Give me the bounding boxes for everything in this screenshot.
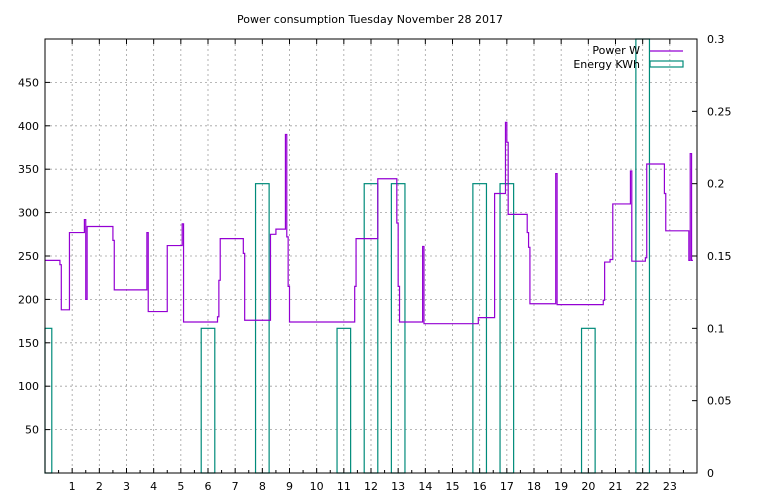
y1-tick-label: 100: [18, 380, 39, 393]
x-tick-label: 6: [205, 480, 212, 493]
y2-tick-label: 0.1: [707, 322, 725, 335]
x-tick-label: 20: [581, 480, 595, 493]
x-tick-label: 10: [310, 480, 324, 493]
x-tick-label: 12: [364, 480, 378, 493]
x-tick-label: 11: [337, 480, 351, 493]
x-tick-label: 7: [232, 480, 239, 493]
x-tick-label: 22: [636, 480, 650, 493]
y2-tick-label: 0.15: [707, 250, 732, 263]
grid: [45, 39, 697, 473]
energy-bar: [44, 327, 53, 474]
legend-label-power: Power W: [592, 44, 640, 57]
x-tick-label: 15: [446, 480, 460, 493]
y1-tick-label: 250: [18, 250, 39, 263]
x-tick-label: 13: [391, 480, 405, 493]
x-tick-label: 9: [286, 480, 293, 493]
x-tick-label: 3: [123, 480, 130, 493]
x-tick-label: 18: [527, 480, 541, 493]
x-tick-label: 2: [96, 480, 103, 493]
power-series: [45, 121, 693, 325]
x-tick-label: 1: [69, 480, 76, 493]
y1-tick-label: 350: [18, 163, 39, 176]
y2-tick-label: 0.2: [707, 178, 725, 191]
x-tick-label: 5: [177, 480, 184, 493]
y2-tick-label: 0.25: [707, 105, 732, 118]
x-tick-label: 8: [259, 480, 266, 493]
y1-tick-label: 450: [18, 76, 39, 89]
legend-swatch-energy: [649, 60, 684, 68]
y1-tick-label: 50: [25, 424, 39, 437]
x-tick-label: 19: [554, 480, 568, 493]
y2-tick-label: 0.05: [707, 395, 732, 408]
y2-tick-label: 0: [707, 467, 714, 480]
x-tick-label: 21: [609, 480, 623, 493]
legend: Power W Energy KWh: [573, 44, 684, 71]
x-tick-label: 23: [663, 480, 677, 493]
chart-title: Power consumption Tuesday November 28 20…: [237, 13, 503, 26]
x-tick-label: 4: [150, 480, 157, 493]
x-tick-label: 17: [500, 480, 514, 493]
y1-tick-label: 150: [18, 337, 39, 350]
legend-label-energy: Energy KWh: [573, 58, 640, 71]
x-tick-label: 16: [473, 480, 487, 493]
y1-tick-label: 300: [18, 207, 39, 220]
axis-ticks: 1 2 3 4 5 6 7 8 9 10 11 12 13 14 15 16 17 18 19 20 21 22 23501…: [18, 33, 732, 493]
x-tick-label: 14: [418, 480, 432, 493]
y1-tick-label: 200: [18, 293, 39, 306]
y2-tick-label: 0.3: [707, 33, 725, 46]
power-line: [45, 121, 693, 325]
y1-tick-label: 400: [18, 120, 39, 133]
